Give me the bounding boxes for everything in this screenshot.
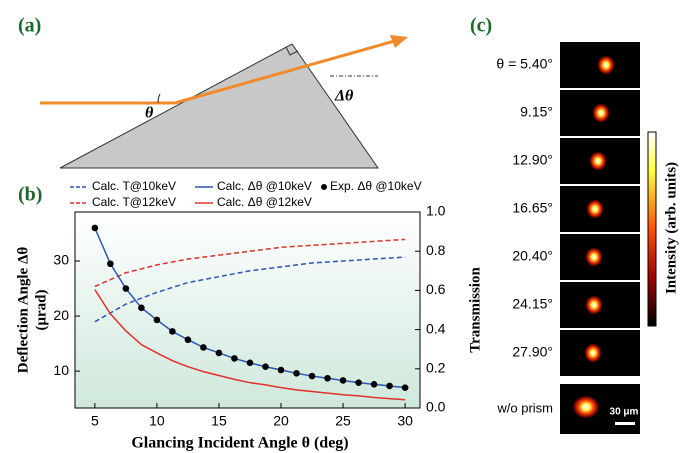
angle-arc: [157, 93, 161, 104]
data-point: [184, 336, 192, 344]
data-point: [277, 366, 285, 374]
y2-tick-label: 0.6: [426, 281, 446, 297]
delta-theta-label: Δθ: [334, 88, 354, 105]
row-label: 16.65°: [512, 200, 553, 216]
prism: [59, 43, 379, 169]
row-label: 9.15°: [520, 104, 553, 120]
row-label: 12.90°: [512, 152, 553, 168]
data-point: [355, 379, 362, 386]
data-point: [169, 328, 176, 335]
data-point: [308, 372, 316, 380]
colorbar-label: Intensity (arb. units): [663, 162, 679, 294]
scale-bar-label: 30 μm: [610, 407, 639, 418]
data-point: [91, 224, 99, 232]
y-tick-label: 10: [53, 362, 69, 378]
y2-tick-label: 1.0: [426, 203, 446, 219]
beam-spot: [597, 55, 615, 75]
data-point: [401, 384, 409, 391]
legend-label: Calc. Δθ @12keV: [217, 195, 312, 209]
x-tick-label: 10: [149, 413, 165, 429]
data-point: [122, 285, 130, 292]
beam-arrow: [390, 35, 408, 48]
legend-marker: [321, 184, 327, 190]
row-label: θ = 5.40°: [496, 56, 553, 72]
data-point: [293, 370, 300, 377]
theta-label: θ: [145, 105, 154, 122]
beam-spot: [592, 103, 610, 123]
data-point: [153, 316, 161, 324]
x-tick-label: 25: [335, 413, 351, 429]
series-line: [94, 289, 406, 401]
y-axis-label: (μrad): [33, 290, 49, 331]
data-point: [200, 344, 207, 351]
x-tick-label: 15: [211, 413, 227, 429]
beam-spot: [584, 343, 602, 363]
data-point: [386, 382, 393, 390]
legend-label: Exp. Δθ @10keV: [330, 179, 422, 193]
colorbar: [647, 131, 657, 327]
row-label: 20.40°: [512, 248, 553, 264]
legend-label: Calc. T@12keV: [92, 195, 176, 209]
beam-spot: [589, 151, 607, 171]
right-angle: [285, 46, 299, 56]
beam-spot: [572, 395, 600, 419]
row-label: w/o prism: [496, 400, 553, 415]
data-point: [138, 304, 145, 312]
series-line: [94, 238, 406, 288]
data-point: [215, 349, 223, 357]
row-label: 27.90°: [512, 344, 553, 360]
y-tick-label: 20: [53, 307, 69, 323]
y2-tick-label: 0.8: [426, 242, 446, 258]
legend-label: Calc. T@10keV: [92, 179, 176, 193]
plot-area: [74, 211, 421, 409]
y2-tick-label: 0.4: [426, 320, 446, 336]
data-point: [231, 355, 238, 362]
legend-label: Calc. Δθ @10keV: [217, 179, 312, 193]
scale-bar: [615, 422, 635, 425]
y2-tick-label: 0.2: [426, 360, 446, 376]
data-point: [262, 363, 269, 371]
y-axis-label: Deflection Angle Δθ: [15, 247, 31, 374]
panel-label: (b): [18, 184, 42, 206]
data-point: [246, 359, 254, 367]
data-point: [339, 377, 347, 384]
data-point: [370, 381, 378, 388]
beam-spot: [585, 295, 603, 315]
x-tick-label: 30: [397, 413, 413, 429]
series-line: [94, 256, 406, 323]
data-point: [324, 374, 331, 382]
y-tick-label: 30: [53, 252, 69, 268]
beam: [40, 38, 399, 105]
beam-spot: [585, 247, 603, 267]
x-tick-label: 5: [91, 413, 99, 429]
data-point: [107, 260, 114, 268]
x-tick-label: 20: [273, 413, 289, 429]
row-label: 24.15°: [512, 296, 553, 312]
x-axis-label: Glancing Incident Angle θ (deg): [131, 435, 348, 452]
y2-tick-label: 0.0: [426, 399, 446, 415]
panel-label: (c): [470, 15, 492, 37]
y2-axis-label: Transmission: [467, 267, 483, 353]
panel-label: (a): [18, 15, 41, 37]
beam-spot: [586, 199, 604, 219]
